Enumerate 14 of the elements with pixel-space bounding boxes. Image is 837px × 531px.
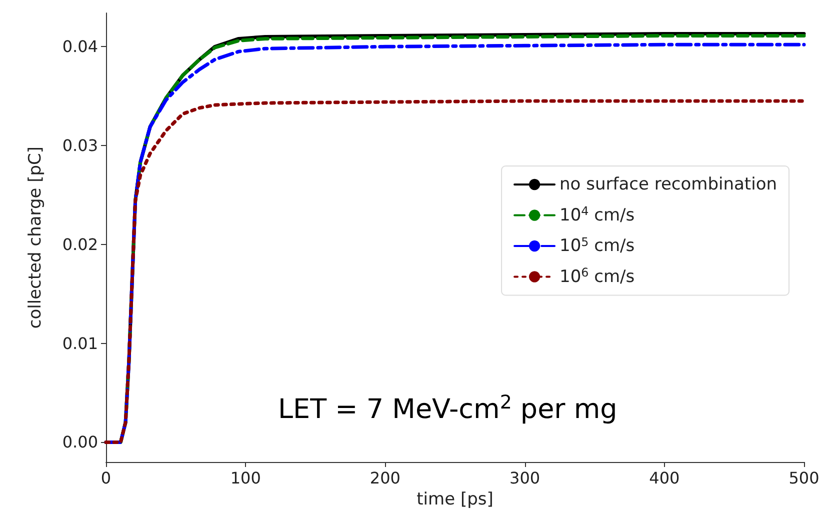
y-tick-label: 0.02 xyxy=(62,234,98,254)
x-tick-label: 500 xyxy=(788,468,820,488)
x-tick-label: 0 xyxy=(100,468,112,488)
y-axis-title: collected charge [pC] xyxy=(26,146,46,329)
x-tick-label: 400 xyxy=(649,468,680,488)
x-tick-label: 200 xyxy=(370,468,400,488)
y-tick-label: 0.03 xyxy=(62,136,98,156)
y-tick-label: 0.04 xyxy=(62,37,98,56)
y-tick-label: 0.00 xyxy=(62,432,98,452)
y-tick-label: 0.01 xyxy=(62,334,98,353)
x-tick-label: 300 xyxy=(510,468,540,488)
legend-label: no surface recombination xyxy=(560,174,778,194)
x-axis-title: time [ps] xyxy=(416,489,494,510)
x-tick-label: 100 xyxy=(230,468,261,488)
